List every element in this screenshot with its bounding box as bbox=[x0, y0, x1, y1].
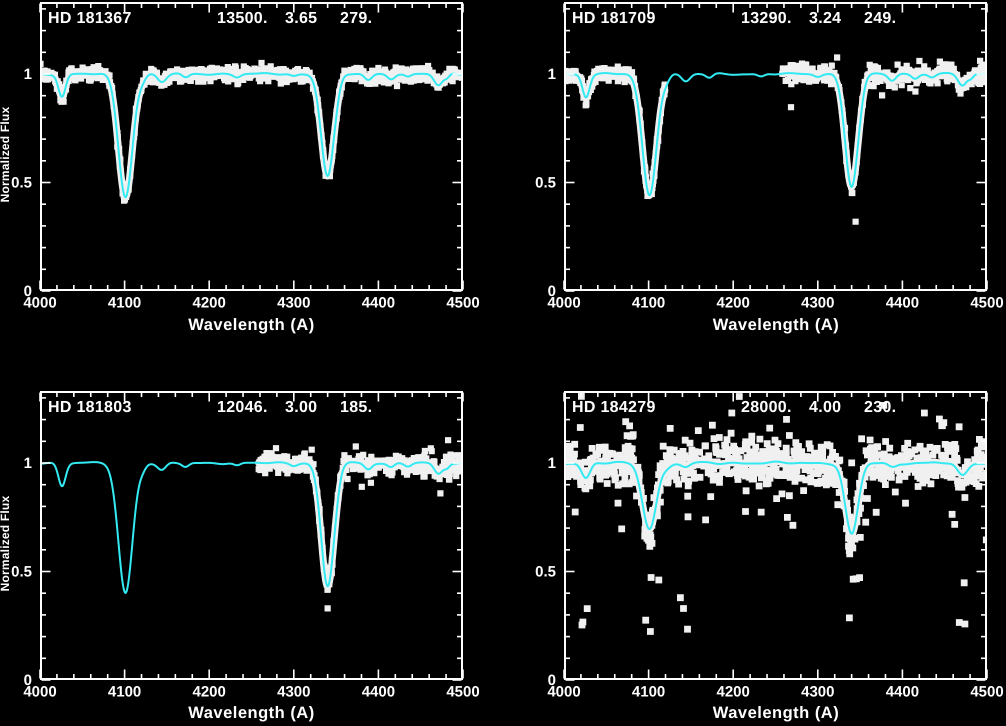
svg-text:4.00: 4.00 bbox=[809, 399, 841, 416]
svg-text:4400: 4400 bbox=[362, 684, 395, 701]
svg-text:1: 1 bbox=[548, 66, 556, 83]
svg-text:4400: 4400 bbox=[362, 295, 395, 312]
svg-text:0: 0 bbox=[548, 672, 556, 689]
svg-text:4100: 4100 bbox=[108, 684, 141, 701]
svg-text:HD 184279: HD 184279 bbox=[572, 399, 656, 416]
svg-text:HD 181803: HD 181803 bbox=[48, 399, 132, 416]
svg-text:4200: 4200 bbox=[193, 295, 226, 312]
svg-text:4300: 4300 bbox=[801, 684, 834, 701]
svg-text:HD 181367: HD 181367 bbox=[48, 10, 132, 27]
svg-text:4200: 4200 bbox=[717, 295, 750, 312]
svg-text:185.: 185. bbox=[340, 399, 372, 416]
svg-text:4500: 4500 bbox=[970, 684, 1003, 701]
svg-text:0: 0 bbox=[24, 672, 32, 689]
svg-text:230.: 230. bbox=[864, 399, 896, 416]
svg-text:Wavelength (A): Wavelength (A) bbox=[713, 704, 839, 722]
svg-text:0.5: 0.5 bbox=[535, 175, 556, 192]
svg-text:Normalized Flux: Normalized Flux bbox=[0, 496, 12, 592]
svg-text:0.5: 0.5 bbox=[11, 564, 32, 581]
svg-text:4200: 4200 bbox=[193, 684, 226, 701]
svg-text:279.: 279. bbox=[340, 10, 372, 27]
svg-text:4300: 4300 bbox=[801, 295, 834, 312]
svg-text:249.: 249. bbox=[864, 10, 896, 27]
svg-text:Wavelength (A): Wavelength (A) bbox=[188, 704, 314, 722]
svg-text:0.5: 0.5 bbox=[11, 175, 32, 192]
svg-text:HD 181709: HD 181709 bbox=[572, 10, 656, 27]
svg-text:1: 1 bbox=[24, 455, 32, 472]
svg-text:1: 1 bbox=[24, 66, 32, 83]
svg-text:4400: 4400 bbox=[886, 295, 919, 312]
svg-text:13290.: 13290. bbox=[741, 10, 792, 27]
svg-text:Normalized Flux: Normalized Flux bbox=[0, 107, 12, 203]
svg-text:4100: 4100 bbox=[632, 295, 665, 312]
svg-text:3.24: 3.24 bbox=[809, 10, 841, 27]
svg-text:4500: 4500 bbox=[446, 684, 479, 701]
svg-text:0: 0 bbox=[24, 283, 32, 300]
svg-text:1: 1 bbox=[548, 455, 556, 472]
svg-text:13500.: 13500. bbox=[217, 10, 268, 27]
svg-text:Wavelength (A): Wavelength (A) bbox=[188, 316, 314, 334]
svg-text:4400: 4400 bbox=[886, 684, 919, 701]
svg-text:4300: 4300 bbox=[277, 684, 310, 701]
svg-text:4100: 4100 bbox=[632, 684, 665, 701]
svg-text:4100: 4100 bbox=[108, 295, 141, 312]
svg-text:12046.: 12046. bbox=[217, 399, 268, 416]
svg-text:3.00: 3.00 bbox=[285, 399, 317, 416]
svg-text:Wavelength (A): Wavelength (A) bbox=[713, 316, 839, 334]
svg-text:4500: 4500 bbox=[446, 295, 479, 312]
svg-text:4500: 4500 bbox=[970, 295, 1003, 312]
svg-text:28000.: 28000. bbox=[741, 399, 792, 416]
svg-text:4300: 4300 bbox=[277, 295, 310, 312]
svg-text:0.5: 0.5 bbox=[535, 564, 556, 581]
svg-text:0: 0 bbox=[548, 283, 556, 300]
svg-text:3.65: 3.65 bbox=[285, 10, 317, 27]
svg-text:4200: 4200 bbox=[717, 684, 750, 701]
